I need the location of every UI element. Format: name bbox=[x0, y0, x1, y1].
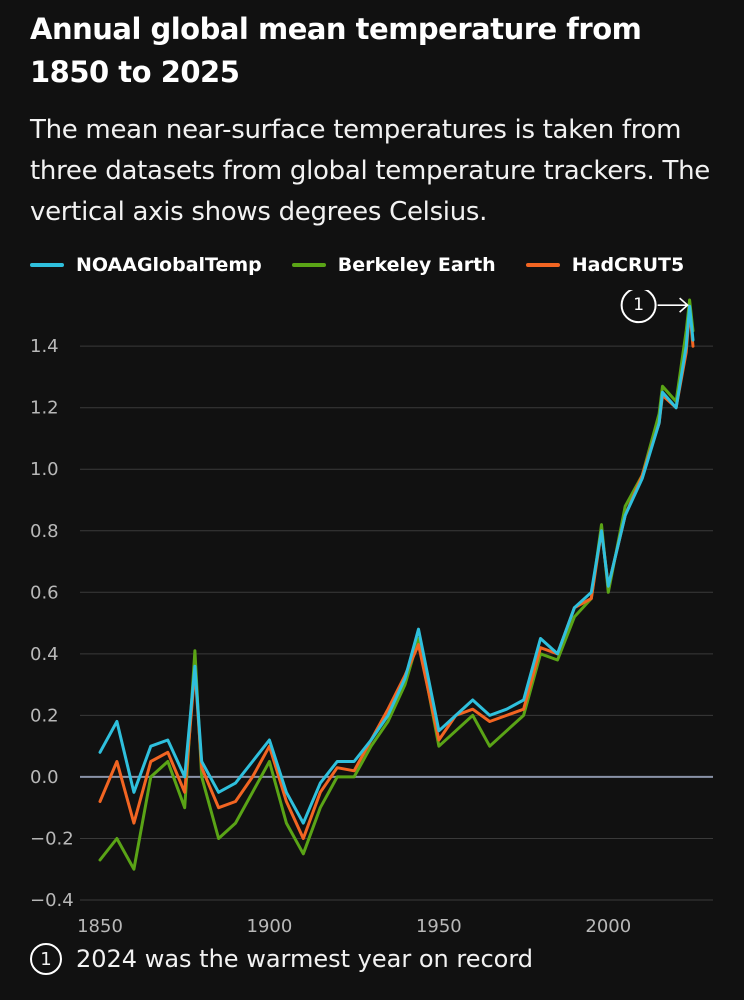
legend-swatch-noaa bbox=[30, 263, 64, 267]
legend: NOAAGlobalTemp Berkeley Earth HadCRUT5 bbox=[30, 250, 714, 280]
annotation-note: 1 2024 was the warmest year on record bbox=[30, 943, 533, 975]
y-tick-label: 0.2 bbox=[30, 705, 59, 726]
legend-swatch-hadcrut bbox=[525, 263, 560, 267]
series-lines bbox=[98, 298, 695, 871]
legend-label-berkeley: Berkeley Earth bbox=[337, 254, 496, 276]
y-tick-label: 1.4 bbox=[30, 336, 59, 357]
annotation-marker-number: 1 bbox=[633, 295, 644, 315]
annotation-marker-circle bbox=[620, 290, 657, 324]
legend-item-noaa: NOAAGlobalTemp bbox=[30, 254, 262, 276]
annotation-arrow-icon bbox=[657, 297, 689, 313]
legend-item-berkeley: Berkeley Earth bbox=[291, 254, 496, 276]
annotation-badge: 1 bbox=[30, 943, 62, 975]
y-tick-labels: −0.4 −0.2 0.0 0.2 0.4 0.6 0.8 1.0 1.2 1.4 bbox=[30, 336, 74, 911]
y-tick-label: 0.6 bbox=[30, 582, 59, 603]
peak-annotation: 1 bbox=[620, 290, 689, 324]
chart-title: Annual global mean temperature from 1850… bbox=[30, 12, 642, 89]
y-tick-label: −0.2 bbox=[30, 828, 74, 849]
x-tick-labels: 1850 1900 1950 2000 bbox=[77, 916, 631, 937]
series-line-hadcrut5 bbox=[98, 307, 695, 840]
x-tick-label: 2000 bbox=[585, 916, 631, 937]
series-line-noaaglobaltemp bbox=[98, 304, 695, 825]
y-tick-label: 0.8 bbox=[30, 521, 59, 542]
legend-label-hadcrut: HadCRUT5 bbox=[571, 254, 685, 276]
x-tick-label: 1850 bbox=[77, 916, 123, 937]
y-tick-label: −0.4 bbox=[30, 890, 74, 911]
series-line-berkeley-earth bbox=[98, 298, 695, 871]
legend-swatch-berkeley bbox=[291, 263, 326, 267]
y-tick-label: 0.0 bbox=[30, 767, 59, 788]
temperature-chart: −0.4 −0.2 0.0 0.2 0.4 0.6 0.8 1.0 1.2 1.4 1850 190… bbox=[30, 290, 713, 937]
annotation-text: 2024 was the warmest year on record bbox=[76, 945, 534, 973]
chart-subtitle: The mean near-surface temperatures is ta… bbox=[30, 115, 710, 227]
y-tick-label: 1.0 bbox=[30, 459, 59, 480]
y-tick-label: 0.4 bbox=[30, 644, 59, 665]
legend-item-hadcrut: HadCRUT5 bbox=[525, 254, 685, 276]
grid-lines bbox=[80, 345, 713, 901]
x-tick-label: 1900 bbox=[247, 916, 293, 937]
legend-label-noaa: NOAAGlobalTemp bbox=[76, 254, 262, 276]
y-tick-label: 1.2 bbox=[30, 398, 59, 419]
x-tick-label: 1950 bbox=[416, 916, 462, 937]
